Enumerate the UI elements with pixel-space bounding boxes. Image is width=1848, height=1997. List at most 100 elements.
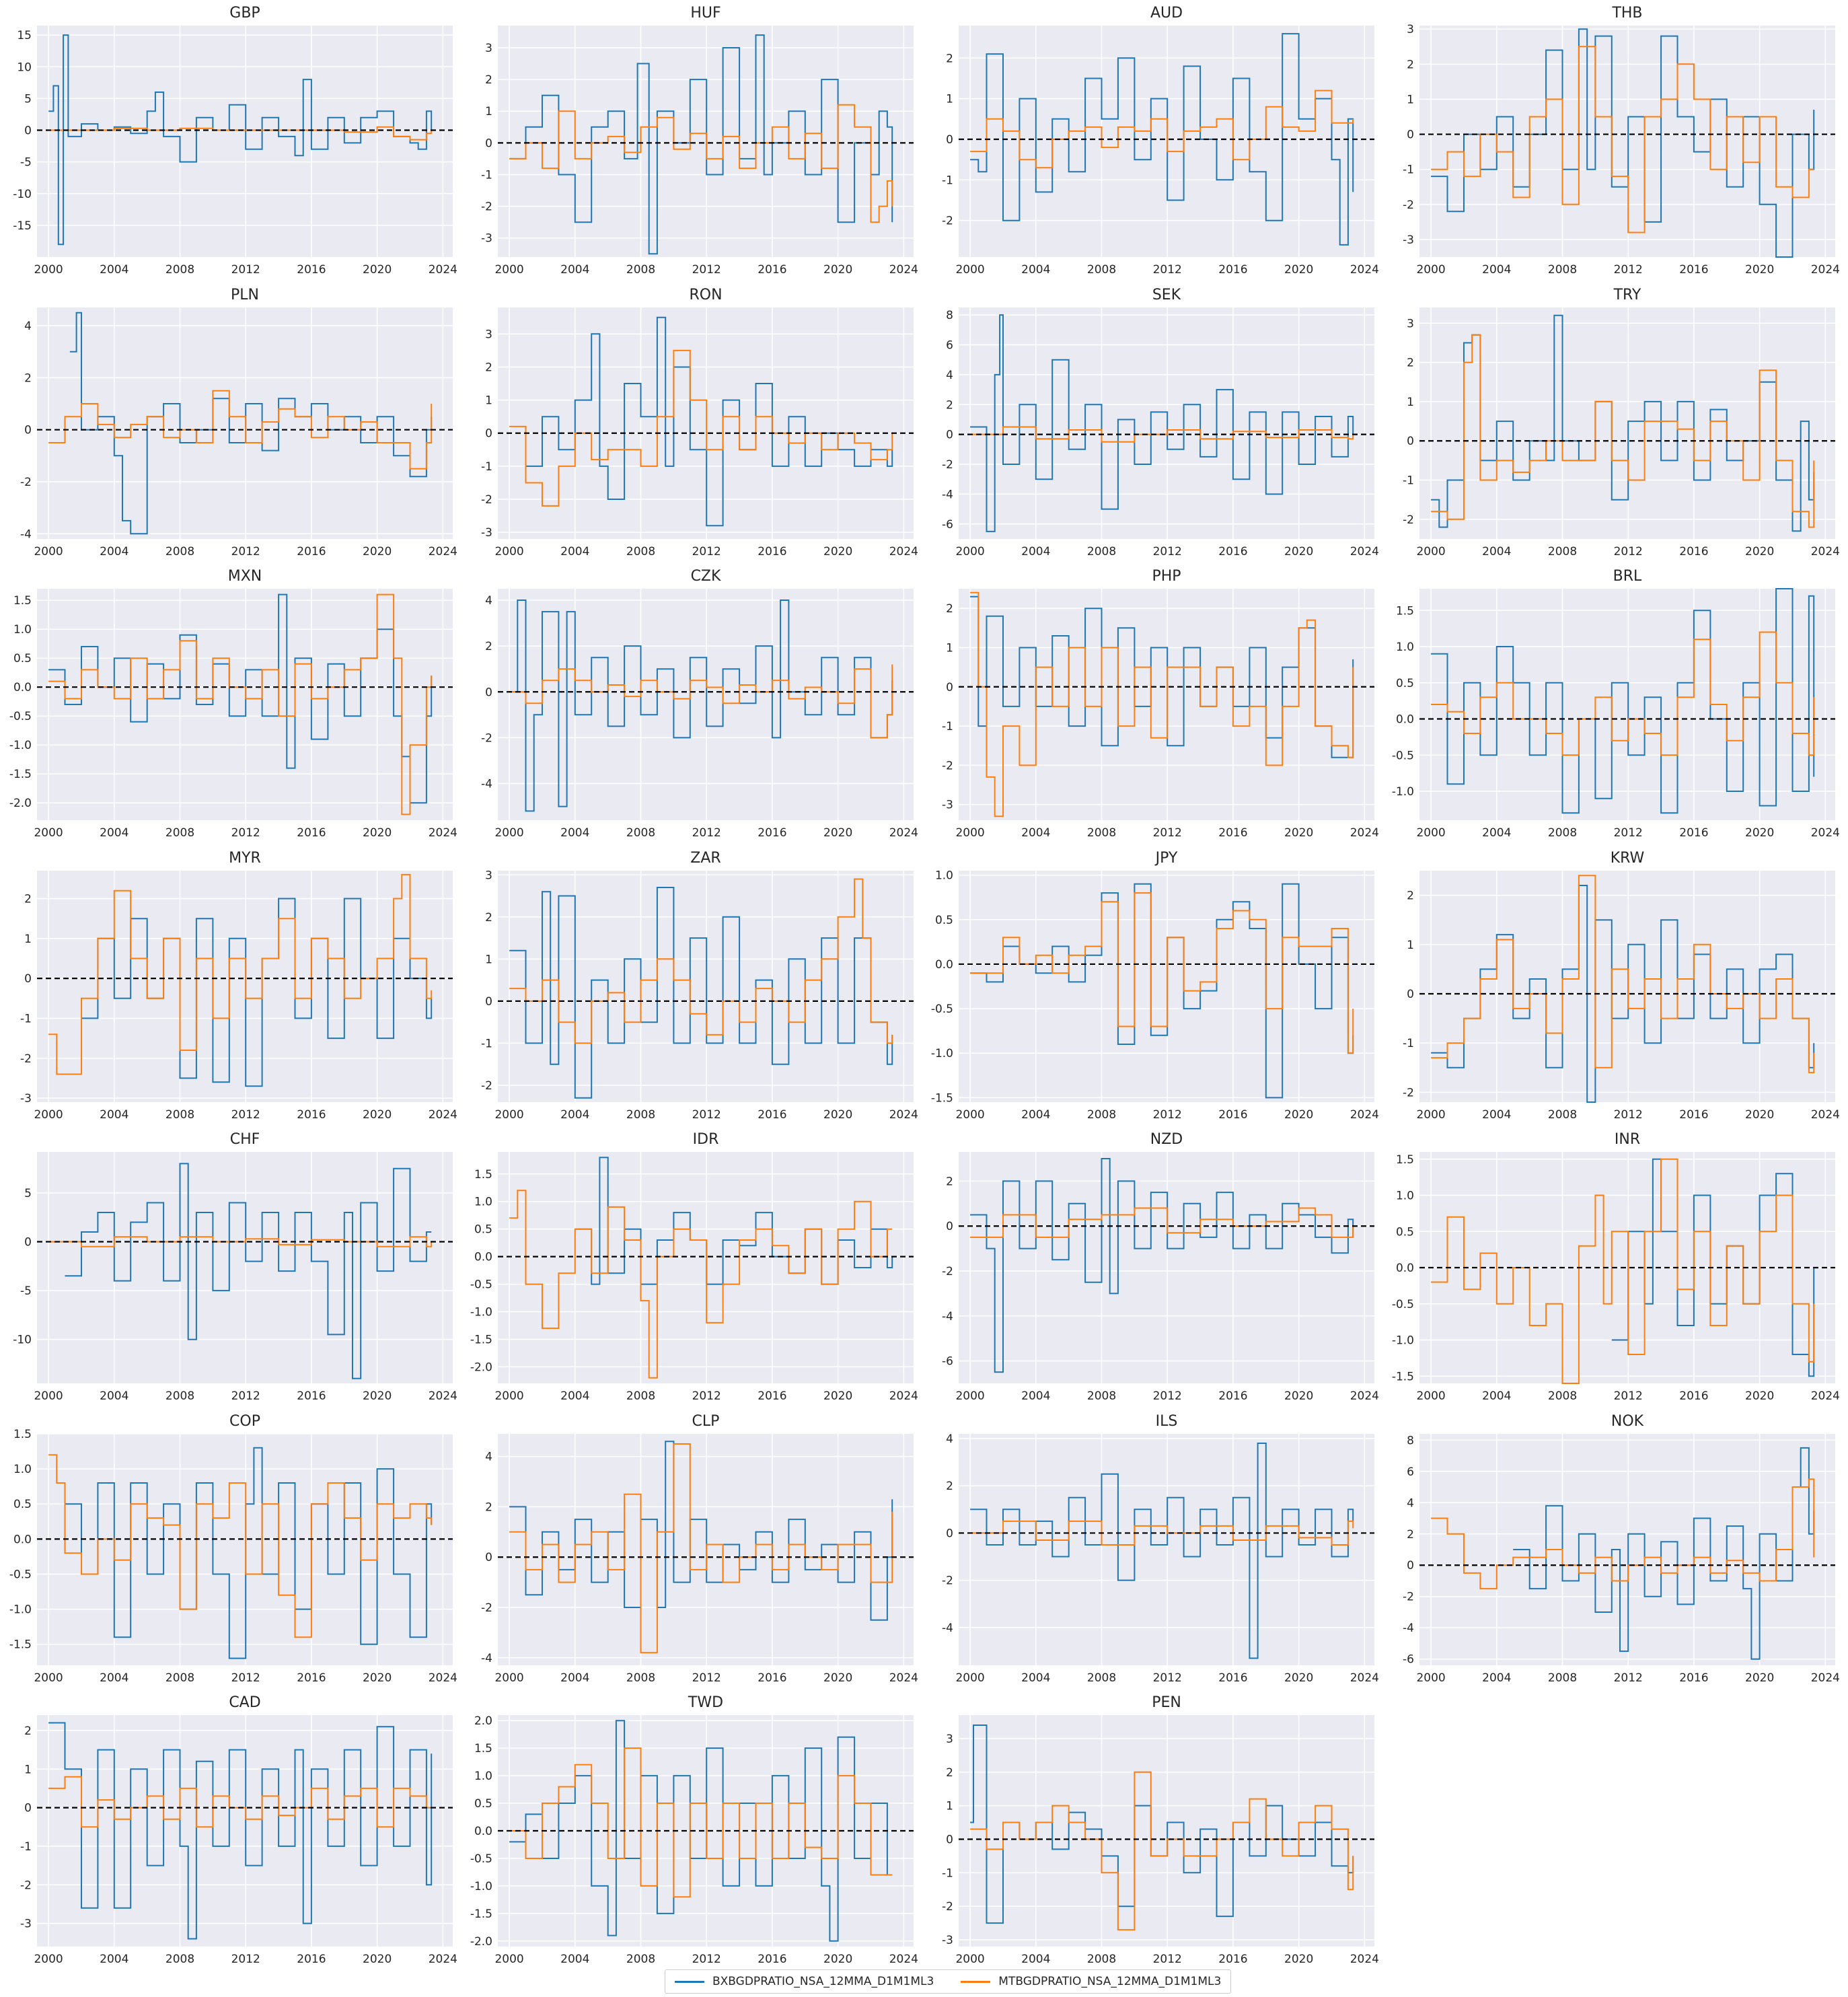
x-tick-label: 2000 <box>955 1953 984 1966</box>
panel-nzd: NZD 2000 2004 2008 2012 2016 2020 2024 2 0 -2 -4 -6 <box>925 1128 1382 1409</box>
panel-title: TWD <box>688 1694 723 1711</box>
series-mt-line <box>48 873 433 1075</box>
y-tick-label: -2.0 <box>9 797 32 810</box>
panel-svg: NZD 2000 2004 2008 2012 2016 2020 2024 2 0 -2 -4 -6 <box>942 1131 1379 1403</box>
panel-svg: THB 2000 2004 2008 2012 2016 2020 2024 3 2 1 0 -1 -2 -… <box>1403 5 1840 277</box>
y-tick-label: 5 <box>24 92 32 106</box>
x-tick-label: 2020 <box>1745 263 1774 277</box>
y-tick-label: -2 <box>942 458 953 472</box>
panel-title: MYR <box>229 850 261 867</box>
y-tick-label: 0.0 <box>13 681 32 694</box>
y-tick-label: -3 <box>20 1918 32 1931</box>
x-tick-label: 2008 <box>1087 1953 1116 1966</box>
x-tick-label: 2024 <box>429 263 457 277</box>
x-tick-label: 2012 <box>1153 1108 1182 1122</box>
panel-svg: MYR 2000 2004 2008 2012 2016 2020 2024 2 1 0 -1 -2 -3 <box>20 850 457 1122</box>
y-tick-label: 0 <box>24 1236 32 1249</box>
y-tick-label: -1.0 <box>9 1603 32 1616</box>
y-tick-label: -1 <box>942 1866 953 1880</box>
y-tick-label: 4 <box>1407 1496 1414 1510</box>
y-tick-label: -1.5 <box>931 1091 953 1105</box>
y-tick-label: 3 <box>485 869 492 882</box>
panel-title: COP <box>229 1413 260 1430</box>
series-mt-line <box>970 1207 1354 1238</box>
y-tick-label: 2 <box>1407 58 1414 71</box>
y-tick-label: 1 <box>946 1800 953 1813</box>
y-tick-label: 0.0 <box>474 1825 492 1838</box>
plot-area <box>37 307 453 539</box>
series-mt-line <box>509 664 893 739</box>
x-tick-label: 2016 <box>1679 1389 1708 1403</box>
x-tick-label: 2012 <box>231 1953 260 1966</box>
y-tick-label: -1 <box>20 1840 32 1854</box>
y-tick-label: 1 <box>1407 938 1414 951</box>
x-tick-label: 2016 <box>1218 1953 1247 1966</box>
panel-title: CZK <box>691 568 721 585</box>
panel-pln: PLN 2000 2004 2008 2012 2016 2020 2024 4 2 0 -2 -4 <box>3 283 461 565</box>
y-tick-label: 0 <box>946 133 953 147</box>
panel-svg: AUD 2000 2004 2008 2012 2016 2020 2024 2 1 0 -1 -2 <box>942 5 1379 277</box>
x-tick-label: 2020 <box>823 545 852 558</box>
x-tick-label: 2004 <box>1482 263 1511 277</box>
series-mt-line <box>1431 334 1815 528</box>
y-tick-label: 10 <box>17 61 32 74</box>
series-mt-line <box>970 426 1354 443</box>
x-tick-label: 2004 <box>1482 545 1511 558</box>
x-tick-label: 2020 <box>823 1953 852 1966</box>
series-mt-line <box>970 892 1354 1054</box>
panel-title: ZAR <box>690 850 720 867</box>
y-tick-label: -1.0 <box>1392 785 1414 799</box>
x-tick-label: 2012 <box>692 1108 721 1122</box>
x-tick-label: 2004 <box>1021 1108 1050 1122</box>
y-tick-label: -3 <box>942 799 953 812</box>
x-tick-label: 2020 <box>823 1389 852 1403</box>
x-tick-label: 2012 <box>692 263 721 277</box>
panel-title: CHF <box>230 1131 260 1148</box>
plot-area <box>498 26 914 257</box>
x-tick-label: 2024 <box>1350 1953 1379 1966</box>
y-tick-label: 5 <box>24 1187 32 1200</box>
x-tick-label: 2008 <box>1087 1671 1116 1685</box>
y-tick-label: -1.0 <box>470 1306 492 1319</box>
y-tick-label: -2 <box>1403 1086 1414 1099</box>
y-tick-label: 2 <box>485 640 492 653</box>
y-tick-label: 0 <box>24 972 32 986</box>
x-tick-label: 2004 <box>1021 1389 1050 1403</box>
y-tick-label: -2 <box>942 1900 953 1914</box>
y-tick-label: -1.0 <box>9 739 32 752</box>
y-tick-label: -1 <box>481 1037 492 1050</box>
y-tick-label: -1 <box>1403 164 1414 177</box>
plot-area <box>37 589 453 820</box>
x-tick-label: 2000 <box>494 263 523 277</box>
y-tick-label: 1.5 <box>13 594 32 608</box>
plot-area <box>498 589 914 820</box>
x-tick-label: 2000 <box>34 263 63 277</box>
x-tick-label: 2000 <box>1416 1671 1445 1685</box>
x-tick-label: 2004 <box>100 1108 128 1122</box>
y-tick-label: -2 <box>1403 513 1414 526</box>
y-tick-label: -0.5 <box>470 1278 492 1292</box>
x-tick-label: 2020 <box>363 545 392 558</box>
panel-czk: CZK 2000 2004 2008 2012 2016 2020 2024 4 2 0 -2 -4 <box>464 565 922 846</box>
y-tick-label: 0 <box>1407 129 1414 142</box>
y-tick-label: 1.0 <box>474 1770 492 1783</box>
y-tick-label: 6 <box>946 338 953 352</box>
panel-svg: COP 2000 2004 2008 2012 2016 2020 2024 1.5 1.0 0.5… <box>9 1413 457 1685</box>
panel-clp: CLP 2000 2004 2008 2012 2016 2020 2024 4 2 0 -2 -4 <box>464 1410 922 1691</box>
y-tick-label: -1.5 <box>9 1638 32 1651</box>
x-tick-label: 2016 <box>757 1671 786 1685</box>
x-tick-label: 2008 <box>626 1389 655 1403</box>
panel-title: ILS <box>1156 1413 1178 1430</box>
y-tick-label: -2 <box>942 759 953 772</box>
panel-sek: SEK 2000 2004 2008 2012 2016 2020 2024 8 6 4 2 0 -2 -4… <box>925 283 1382 565</box>
x-tick-label: 2000 <box>1416 263 1445 277</box>
x-tick-label: 2024 <box>889 1671 918 1685</box>
series-mt-line <box>509 104 893 223</box>
panel-krw: KRW 2000 2004 2008 2012 2016 2020 2024 2 1 0 -1 -2 <box>1386 846 1843 1128</box>
panel-svg: ILS 2000 2004 2008 2012 2016 2020 2024 4 2 0 -2 -4 <box>942 1413 1379 1685</box>
series-mt-line <box>1431 1158 1815 1384</box>
x-tick-label: 2024 <box>429 826 457 840</box>
x-tick-label: 2004 <box>1021 1953 1050 1966</box>
x-tick-label: 2008 <box>626 1953 655 1966</box>
x-tick-label: 2000 <box>494 1108 523 1122</box>
